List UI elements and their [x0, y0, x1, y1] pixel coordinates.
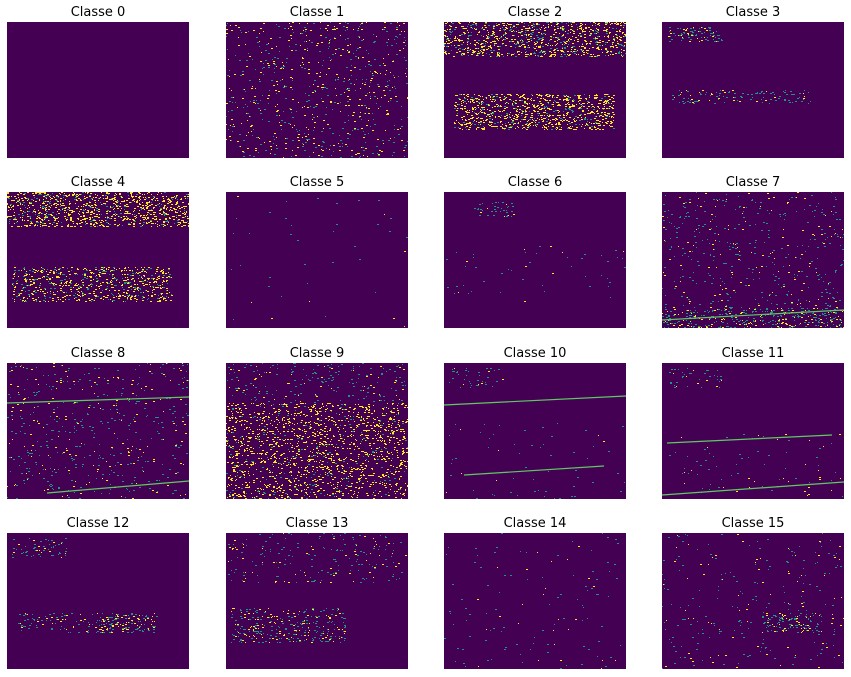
- class-panel: Classe 0: [7, 4, 189, 158]
- class-mask-image: [226, 363, 408, 499]
- panel-title: Classe 1: [289, 5, 345, 20]
- class-panel: Classe 6: [444, 174, 626, 328]
- class-panel: Classe 4: [7, 174, 189, 328]
- class-mask-image: [444, 533, 626, 669]
- class-mask-image: [226, 192, 408, 328]
- class-panel: Classe 15: [662, 515, 844, 669]
- class-panel: Classe 9: [226, 345, 408, 499]
- panel-title: Classe 9: [289, 346, 345, 361]
- class-panel: Classe 12: [7, 515, 189, 669]
- class-mask-image: [662, 533, 844, 669]
- class-panel: Classe 14: [444, 515, 626, 669]
- class-mask-image: [7, 192, 189, 328]
- panel-title: Classe 10: [503, 346, 567, 361]
- panel-title: Classe 0: [70, 5, 126, 20]
- class-panel: Classe 11: [662, 345, 844, 499]
- panel-title: Classe 6: [507, 175, 563, 190]
- panel-title: Classe 15: [721, 516, 785, 531]
- class-panel: Classe 10: [444, 345, 626, 499]
- panel-title: Classe 7: [725, 175, 781, 190]
- panel-title: Classe 14: [503, 516, 567, 531]
- class-panel: Classe 1: [226, 4, 408, 158]
- class-mask-image: [226, 22, 408, 158]
- class-mask-image: [662, 22, 844, 158]
- class-mask-image: [444, 192, 626, 328]
- class-panel: Classe 5: [226, 174, 408, 328]
- class-mask-image: [7, 363, 189, 499]
- class-mask-image: [662, 192, 844, 328]
- class-panel: Classe 7: [662, 174, 844, 328]
- panel-title: Classe 12: [66, 516, 130, 531]
- class-mask-image: [444, 22, 626, 158]
- panel-title: Classe 13: [285, 516, 349, 531]
- panel-title: Classe 4: [70, 175, 126, 190]
- class-mask-image: [226, 533, 408, 669]
- class-panel: Classe 3: [662, 4, 844, 158]
- class-mask-image: [444, 363, 626, 499]
- panel-title: Classe 3: [725, 5, 781, 20]
- class-panel: Classe 13: [226, 515, 408, 669]
- panel-title: Classe 11: [721, 346, 785, 361]
- class-panel: Classe 8: [7, 345, 189, 499]
- class-mask-image: [7, 22, 189, 158]
- panel-title: Classe 2: [507, 5, 563, 20]
- class-mask-image: [662, 363, 844, 499]
- class-panel: Classe 2: [444, 4, 626, 158]
- class-mask-image: [7, 533, 189, 669]
- panel-title: Classe 8: [70, 346, 126, 361]
- panel-title: Classe 5: [289, 175, 345, 190]
